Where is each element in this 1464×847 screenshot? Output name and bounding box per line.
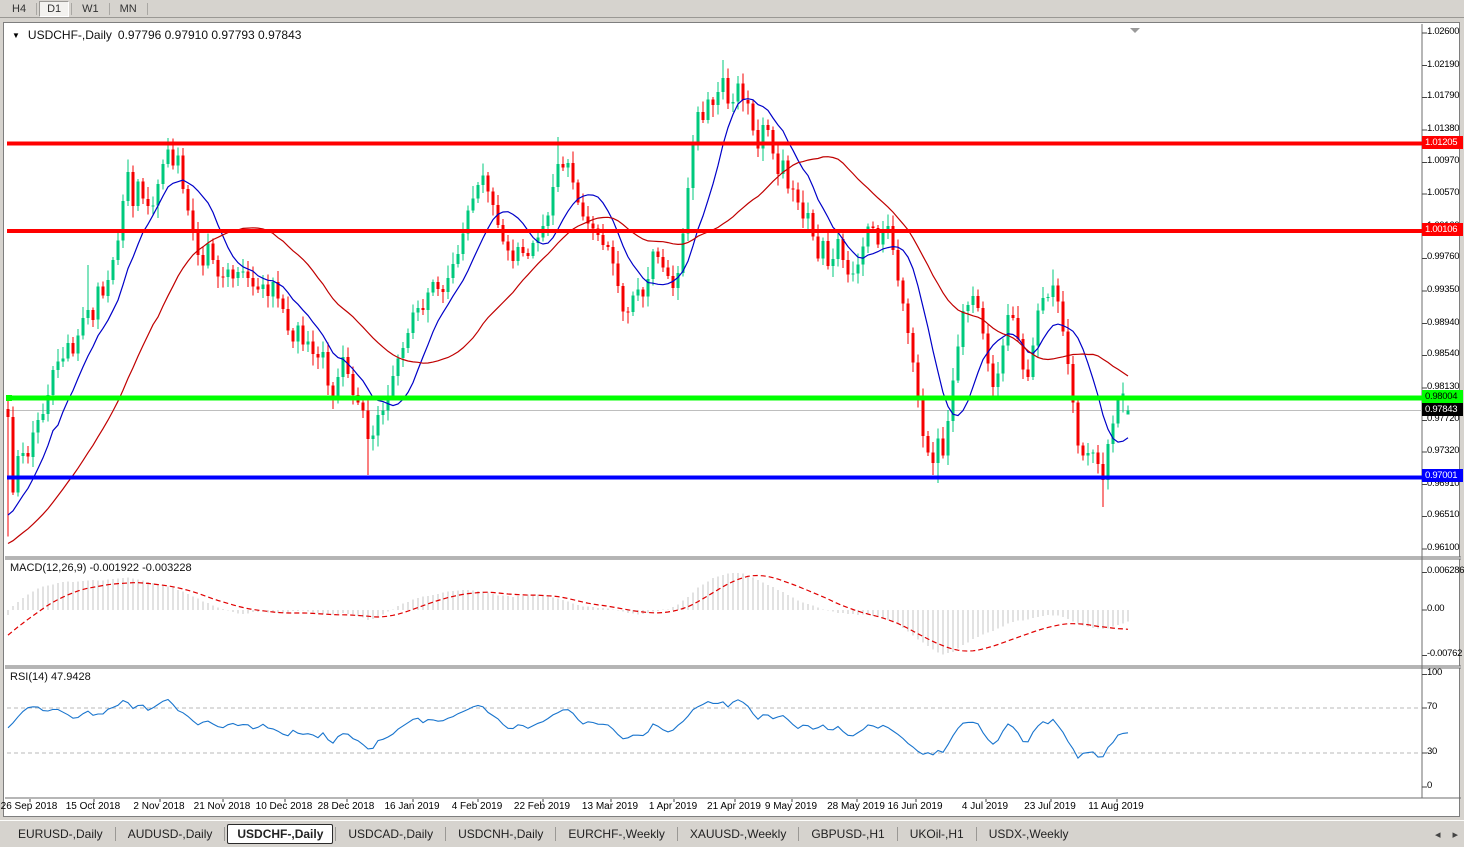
tab-xauusd-weekly[interactable]: XAUUSD-,Weekly <box>689 826 787 841</box>
toolbar-separator <box>108 2 110 15</box>
toolbar-separator <box>36 2 38 15</box>
rsi-indicator-label: RSI(14) 47.9428 <box>10 671 91 683</box>
tab-separator <box>224 826 226 841</box>
tab-usdx-weekly[interactable]: USDX-,Weekly <box>988 826 1069 841</box>
timeframe-button-w1[interactable]: W1 <box>82 2 99 15</box>
hline-anchor-handle[interactable] <box>6 394 12 401</box>
tab-separator <box>676 826 678 841</box>
chart-title: ▼ USDCHF-,Daily 0.97796 0.97910 0.97793 … <box>12 28 301 42</box>
tab-separator <box>114 826 116 841</box>
timeframe-button-mn[interactable]: MN <box>119 2 137 15</box>
tabs-scroll-right-icon[interactable]: ▸ <box>1452 828 1458 841</box>
tab-separator <box>335 826 337 841</box>
timeframe-button-h4[interactable]: H4 <box>12 2 27 15</box>
macd-indicator-label: MACD(12,26,9) -0.001922 -0.003228 <box>10 562 192 574</box>
tab-separator <box>798 826 800 841</box>
tab-gbpusd-h1[interactable]: GBPUSD-,H1 <box>811 826 885 841</box>
toolbar-separator <box>146 2 148 15</box>
rsi-value: 47.9428 <box>50 671 91 683</box>
tab-eurchf-weekly[interactable]: EURCHF-,Weekly <box>568 826 665 841</box>
toolbar-separator <box>71 2 73 15</box>
tab-usdcad-daily[interactable]: USDCAD-,Daily <box>348 826 434 841</box>
chart-symbol-period: USDCHF-,Daily <box>27 28 112 42</box>
timeframe-button-d1[interactable]: D1 <box>39 0 70 17</box>
tab-scroll-arrows: ◂ ▸ <box>1435 821 1458 847</box>
chart-tabs-bar: EURUSD-,Daily AUDUSD-,Daily USDCHF-,Daily U… <box>0 820 1464 846</box>
tab-separator <box>975 826 977 841</box>
tab-usdchf-daily[interactable]: USDCHF-,Daily <box>227 823 334 844</box>
macd-name: MACD(12,26,9) <box>10 562 87 574</box>
tab-eurusd-daily[interactable]: EURUSD-,Daily <box>18 826 103 841</box>
tab-separator <box>445 826 447 841</box>
tab-audusd-daily[interactable]: AUDUSD-,Daily <box>127 826 213 841</box>
tab-separator <box>555 826 557 841</box>
chart-ohlc-values: 0.97796 0.97910 0.97793 0.97843 <box>117 28 302 42</box>
tabs-scroll-left-icon[interactable]: ◂ <box>1434 828 1441 841</box>
chart-window[interactable] <box>3 22 1461 817</box>
symbol-dropdown-icon[interactable]: ▼ <box>12 30 20 40</box>
macd-values: -0.001922 -0.003228 <box>89 562 192 574</box>
tab-ukoil-h1[interactable]: UKOil-,H1 <box>909 826 964 841</box>
rsi-name: RSI(14) <box>10 671 48 683</box>
tab-usdcnh-daily[interactable]: USDCNH-,Daily <box>458 826 544 841</box>
chart-shift-marker-icon[interactable] <box>1130 28 1140 33</box>
timeframe-toolbar: H4 D1 W1 MN <box>0 0 1464 18</box>
tab-separator <box>896 826 898 841</box>
